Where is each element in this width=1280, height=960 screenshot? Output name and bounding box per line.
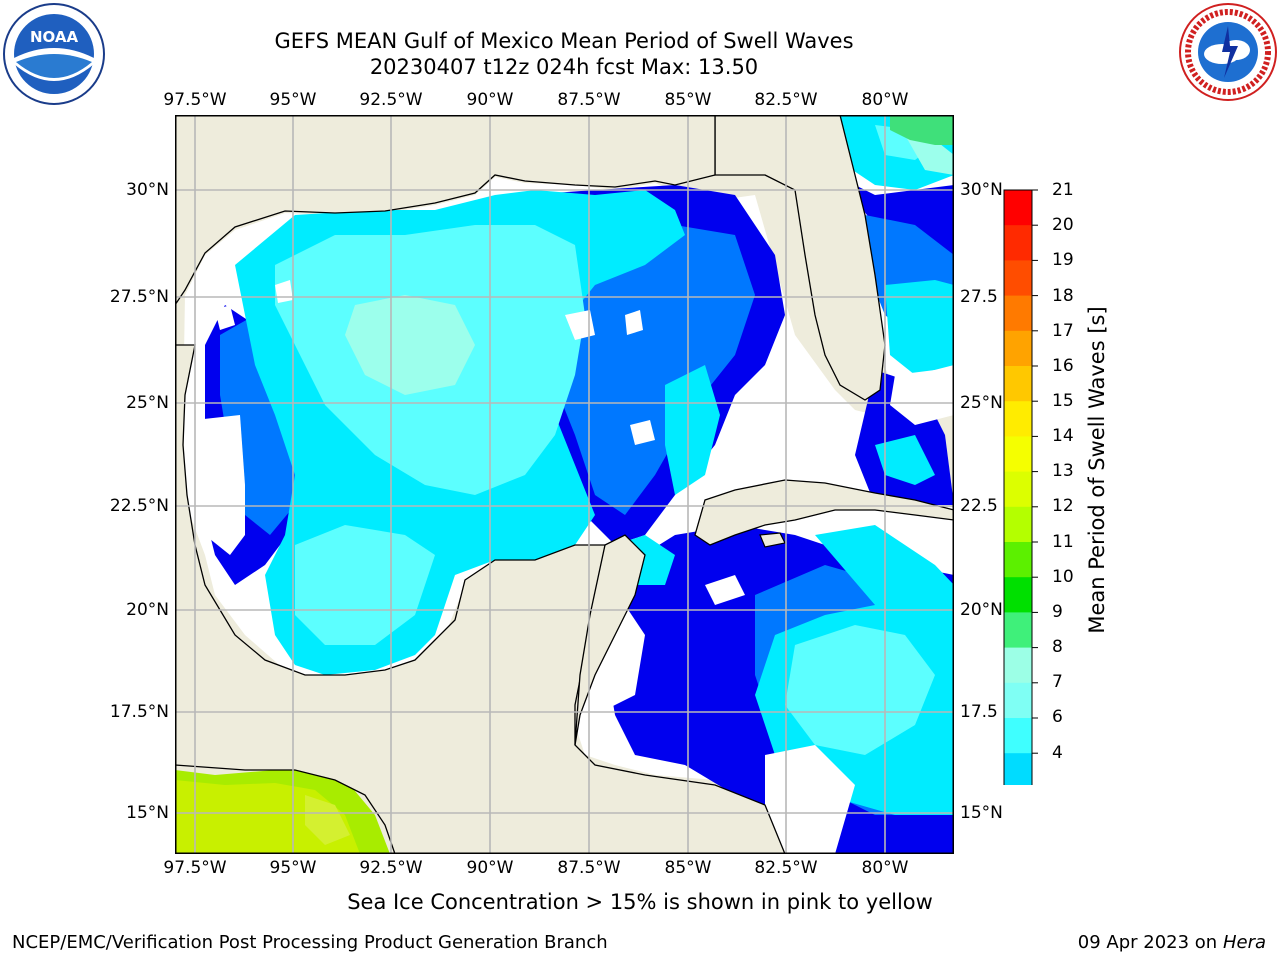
sea-ice-caption: Sea Ice Concentration > 15% is shown in … <box>0 890 1280 914</box>
colorbar-segment <box>1004 612 1032 649</box>
colorbar-segment <box>1004 260 1032 297</box>
colorbar-tick: 7 <box>1052 672 1063 692</box>
colorbar-tick: 10 <box>1052 567 1074 587</box>
colorbar-tick: 11 <box>1052 532 1074 552</box>
footer-credit: NCEP/EMC/Verification Post Processing Pr… <box>12 932 608 953</box>
colorbar-segment <box>1004 577 1032 613</box>
colorbar-segment <box>1004 542 1032 578</box>
colorbar-tick: 18 <box>1052 286 1074 306</box>
lon-label-bottom: 97.5°W <box>163 858 227 878</box>
lon-label-bottom: 82.5°W <box>754 858 818 878</box>
colorbar-tick: 13 <box>1052 461 1074 481</box>
colorbar-segment <box>1004 718 1032 754</box>
colorbar-segment <box>1004 647 1032 684</box>
lat-label-left: 25°N <box>126 393 169 413</box>
colorbar-segment <box>1004 225 1032 261</box>
map-subtitle: 20230407 t12z 024h fcst Max: 13.50 <box>369 55 759 79</box>
lat-label-right: 17.5 <box>960 702 998 722</box>
lon-label-bottom: 95°W <box>269 858 317 878</box>
map-canvas <box>175 115 954 854</box>
map-title: GEFS MEAN Gulf of Mexico Mean Period of … <box>274 29 854 53</box>
lon-label-top: 82.5°W <box>754 90 818 110</box>
colorbar-segment <box>1004 190 1032 226</box>
colorbar-tick: 15 <box>1052 391 1074 411</box>
colorbar-segment <box>1004 682 1032 719</box>
lon-label-top: 92.5°W <box>359 90 423 110</box>
colorbar-tick: 19 <box>1052 250 1074 270</box>
colorbar-segment <box>1004 366 1032 402</box>
lon-label-top: 95°W <box>269 90 317 110</box>
lon-label-bottom: 87.5°W <box>557 858 621 878</box>
lat-label-left: 20°N <box>126 600 169 620</box>
footer-date-text: 09 Apr 2023 on <box>1077 932 1223 953</box>
colorbar-segment <box>1004 753 1032 789</box>
colorbar-label: Mean Period of Swell Waves [s] <box>1085 306 1109 634</box>
colorbar-segment <box>1004 295 1032 332</box>
colorbar-tick: 20 <box>1052 215 1074 235</box>
colorbar-svg <box>1003 189 1038 818</box>
colorbar-tick: 8 <box>1052 637 1063 657</box>
colorbar-segment <box>1004 401 1032 437</box>
lon-label-bottom: 85°W <box>664 858 712 878</box>
colorbar-segment <box>1004 471 1032 508</box>
colorbar-segment <box>1004 330 1032 367</box>
lat-label-left: 30°N <box>126 180 169 200</box>
lat-label-left: 15°N <box>126 803 169 823</box>
lat-label-right: 15°N <box>960 803 1003 823</box>
footer-date: 09 Apr 2023 on Hera <box>1078 932 1266 953</box>
lat-label-left: 22.5°N <box>109 496 169 516</box>
lon-label-top: 87.5°W <box>557 90 621 110</box>
noaa-logo: NOAA <box>2 2 106 106</box>
lat-label-right: 22.5 <box>960 496 998 516</box>
colorbar-tick: 12 <box>1052 496 1074 516</box>
noaa-logo-text: NOAA <box>30 28 79 46</box>
footer-host: Hera <box>1222 932 1266 953</box>
colorbar-tick: 6 <box>1052 707 1063 727</box>
graticule <box>175 115 954 854</box>
nws-logo <box>1178 2 1278 102</box>
lon-label-top: 85°W <box>664 90 712 110</box>
colorbar-segment <box>1004 506 1032 543</box>
colorbar <box>1000 185 1080 818</box>
lon-label-bottom: 90°W <box>466 858 514 878</box>
lon-label-top: 90°W <box>466 90 514 110</box>
lon-label-top: 97.5°W <box>163 90 227 110</box>
colorbar-tick: 4 <box>1052 743 1063 763</box>
lat-label-right: 30°N <box>960 180 1003 200</box>
lat-label-right: 27.5 <box>960 287 998 307</box>
lat-label-left: 27.5°N <box>109 287 169 307</box>
colorbar-tick: 14 <box>1052 426 1074 446</box>
lon-label-bottom: 80°W <box>861 858 909 878</box>
gulf-of-mexico-map <box>175 115 954 854</box>
lat-label-right: 20°N <box>960 600 1003 620</box>
colorbar-tick: 9 <box>1052 602 1063 622</box>
colorbar-tick: 16 <box>1052 356 1074 376</box>
lat-label-left: 17.5°N <box>109 702 169 722</box>
colorbar-tick: 17 <box>1052 321 1074 341</box>
lon-label-bottom: 92.5°W <box>359 858 423 878</box>
sea-ice-caption-text: Sea Ice Concentration > 15% is shown in … <box>347 890 933 914</box>
lat-label-right: 25°N <box>960 393 1003 413</box>
colorbar-segment <box>1004 436 1032 473</box>
colorbar-tick: 21 <box>1052 180 1074 200</box>
lon-label-top: 80°W <box>861 90 909 110</box>
